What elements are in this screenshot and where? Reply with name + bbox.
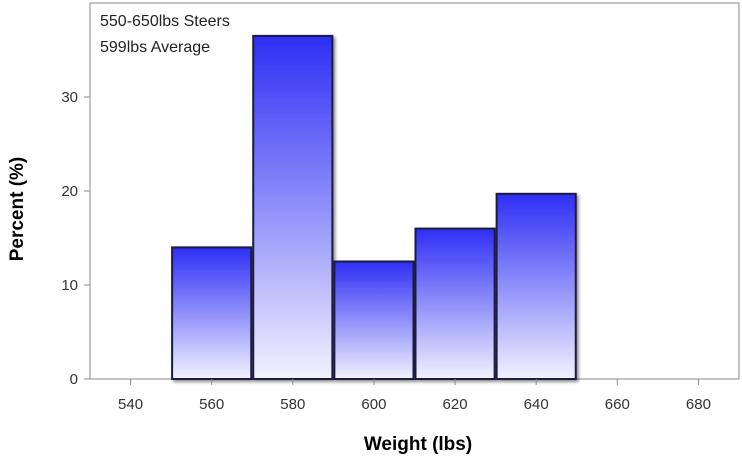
x-tick-label: 560 <box>199 396 224 413</box>
x-tick-label: 680 <box>686 396 711 413</box>
x-tick-label: 540 <box>118 396 143 413</box>
y-axis: 0 10 20 30 <box>61 89 90 388</box>
bars-group <box>171 34 577 381</box>
x-axis: 540 560 580 600 620 640 660 680 <box>118 379 711 413</box>
x-tick-label: 600 <box>361 396 386 413</box>
y-axis-label: Percent (%) <box>7 157 28 262</box>
x-tick-label: 620 <box>443 396 468 413</box>
y-tick-label: 10 <box>61 277 78 294</box>
histogram-bar <box>171 246 253 380</box>
y-tick-label: 0 <box>70 371 78 388</box>
x-tick-label: 660 <box>605 396 630 413</box>
x-tick-label: 640 <box>524 396 549 413</box>
histogram-bar <box>414 227 496 380</box>
histogram-bar <box>333 260 415 380</box>
y-tick-label: 30 <box>61 89 78 106</box>
y-tick-label: 20 <box>61 183 78 200</box>
inset-label-range: 550-650lbs Steers <box>100 13 230 30</box>
histogram-bar <box>495 192 577 380</box>
x-tick-label: 580 <box>280 396 305 413</box>
x-axis-label: Weight (lbs) <box>364 434 472 455</box>
histogram-bar <box>252 34 334 381</box>
inset-label-average: 599lbs Average <box>100 39 210 56</box>
